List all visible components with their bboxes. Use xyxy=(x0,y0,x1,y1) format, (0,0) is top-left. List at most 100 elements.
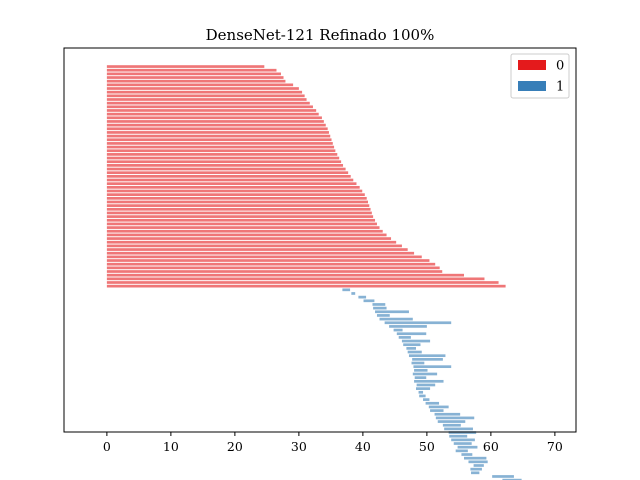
x-tick-label-7: 70 xyxy=(547,439,563,454)
bar-0-53 xyxy=(106,259,430,262)
bar-1-8 xyxy=(379,317,413,321)
x-axis: 0 10 20 30 40 50 60 70 xyxy=(103,432,563,454)
bar-0-43 xyxy=(106,222,377,226)
bar-1-49 xyxy=(470,467,482,471)
plot-frame xyxy=(63,47,577,433)
bar-0-11 xyxy=(106,105,313,109)
bar-0-42 xyxy=(106,218,376,222)
bar-1-47 xyxy=(468,460,488,464)
bar-0-58 xyxy=(106,277,485,281)
bar-1-41 xyxy=(451,438,475,442)
bar-0-19 xyxy=(106,134,331,138)
bar-0-56 xyxy=(106,270,443,273)
bar-0-36 xyxy=(106,196,367,200)
bar-0-15 xyxy=(106,120,324,123)
bar-1-32 xyxy=(428,405,449,409)
bar-0-14 xyxy=(106,116,322,120)
bar-1-3 xyxy=(363,299,375,303)
bar-1-42 xyxy=(453,442,472,445)
bar-0-17 xyxy=(106,127,328,131)
bar-0-24 xyxy=(106,153,338,156)
bar-0-25 xyxy=(106,156,340,160)
bar-1-25 xyxy=(414,379,444,383)
x-tick-label-2: 20 xyxy=(227,439,243,454)
bar-1-35 xyxy=(435,416,475,420)
bar-0-4 xyxy=(106,79,286,83)
bar-0-60 xyxy=(106,284,506,288)
bar-0-45 xyxy=(106,229,383,233)
bar-0-2 xyxy=(106,72,281,76)
bar-0-40 xyxy=(106,211,372,215)
bar-1-24 xyxy=(414,376,427,379)
bar-0-34 xyxy=(106,189,363,193)
legend-swatch-0 xyxy=(518,60,546,70)
bar-0-47 xyxy=(106,237,392,240)
bar-0-37 xyxy=(106,200,368,204)
bar-1-51 xyxy=(492,475,514,478)
bar-0-10 xyxy=(106,101,310,105)
x-tick-label-5: 50 xyxy=(419,439,435,454)
bar-1-21 xyxy=(413,365,452,369)
bar-0-12 xyxy=(106,109,317,112)
bar-1-1 xyxy=(351,292,356,295)
bar-1-48 xyxy=(473,464,484,467)
bar-1-36 xyxy=(437,420,466,423)
bar-1-46 xyxy=(464,456,487,460)
bar-0-13 xyxy=(106,112,319,116)
bar-1-12 xyxy=(396,332,427,336)
bar-1-18 xyxy=(408,354,446,358)
bar-0-44 xyxy=(106,226,380,229)
bar-1-31 xyxy=(425,401,440,405)
bar-0-5 xyxy=(106,83,294,87)
bar-1-40 xyxy=(449,434,468,438)
bar-1-17 xyxy=(407,350,422,354)
bar-0-31 xyxy=(106,178,354,182)
bar-1-4 xyxy=(372,303,386,306)
x-tick-label-1: 10 xyxy=(163,439,179,454)
bar-0-51 xyxy=(106,251,415,255)
bar-0-32 xyxy=(106,182,357,186)
bar-0-20 xyxy=(106,138,332,142)
bar-0-30 xyxy=(106,175,351,178)
bar-0-23 xyxy=(106,149,336,153)
bar-1-38 xyxy=(444,427,473,431)
bar-1-7 xyxy=(376,314,390,317)
bar-0-29 xyxy=(106,171,349,175)
bar-0-49 xyxy=(106,244,402,248)
bar-1-10 xyxy=(389,325,427,328)
bar-0-7 xyxy=(106,90,303,94)
bar-1-23 xyxy=(412,372,438,376)
bar-1-16 xyxy=(406,347,416,350)
x-tick-label-0: 0 xyxy=(103,439,111,454)
bar-0-9 xyxy=(106,98,307,101)
bar-0-22 xyxy=(106,145,335,149)
bar-0-59 xyxy=(106,281,499,284)
legend: 01 xyxy=(510,53,570,99)
bar-0-21 xyxy=(106,142,333,145)
bar-1-39 xyxy=(448,431,477,434)
bar-1-22 xyxy=(414,368,428,372)
bar-0-57 xyxy=(106,273,464,277)
bar-1-43 xyxy=(457,445,478,449)
legend-label-1: 1 xyxy=(556,80,564,95)
bar-0-50 xyxy=(106,248,408,251)
bar-0-54 xyxy=(106,262,436,266)
bar-1-20 xyxy=(411,361,425,365)
bar-1-5 xyxy=(373,306,387,310)
bar-0-16 xyxy=(106,123,326,127)
bar-0-26 xyxy=(106,160,342,164)
bar-1-13 xyxy=(398,336,411,339)
bar-0-46 xyxy=(106,233,387,237)
bar-0-35 xyxy=(106,193,365,196)
bar-0-38 xyxy=(106,204,370,207)
x-tick-label-6: 60 xyxy=(483,439,499,454)
bar-1-45 xyxy=(461,453,473,456)
bar-1-50 xyxy=(471,471,480,475)
chart-title: DenseNet-121 Refinado 100% xyxy=(206,26,435,44)
bar-0-18 xyxy=(106,131,329,134)
bar-0-39 xyxy=(106,207,371,211)
bar-1-14 xyxy=(401,339,431,343)
bar-1-44 xyxy=(455,449,468,453)
bar-0-52 xyxy=(106,255,422,259)
bar-1-37 xyxy=(442,423,461,427)
